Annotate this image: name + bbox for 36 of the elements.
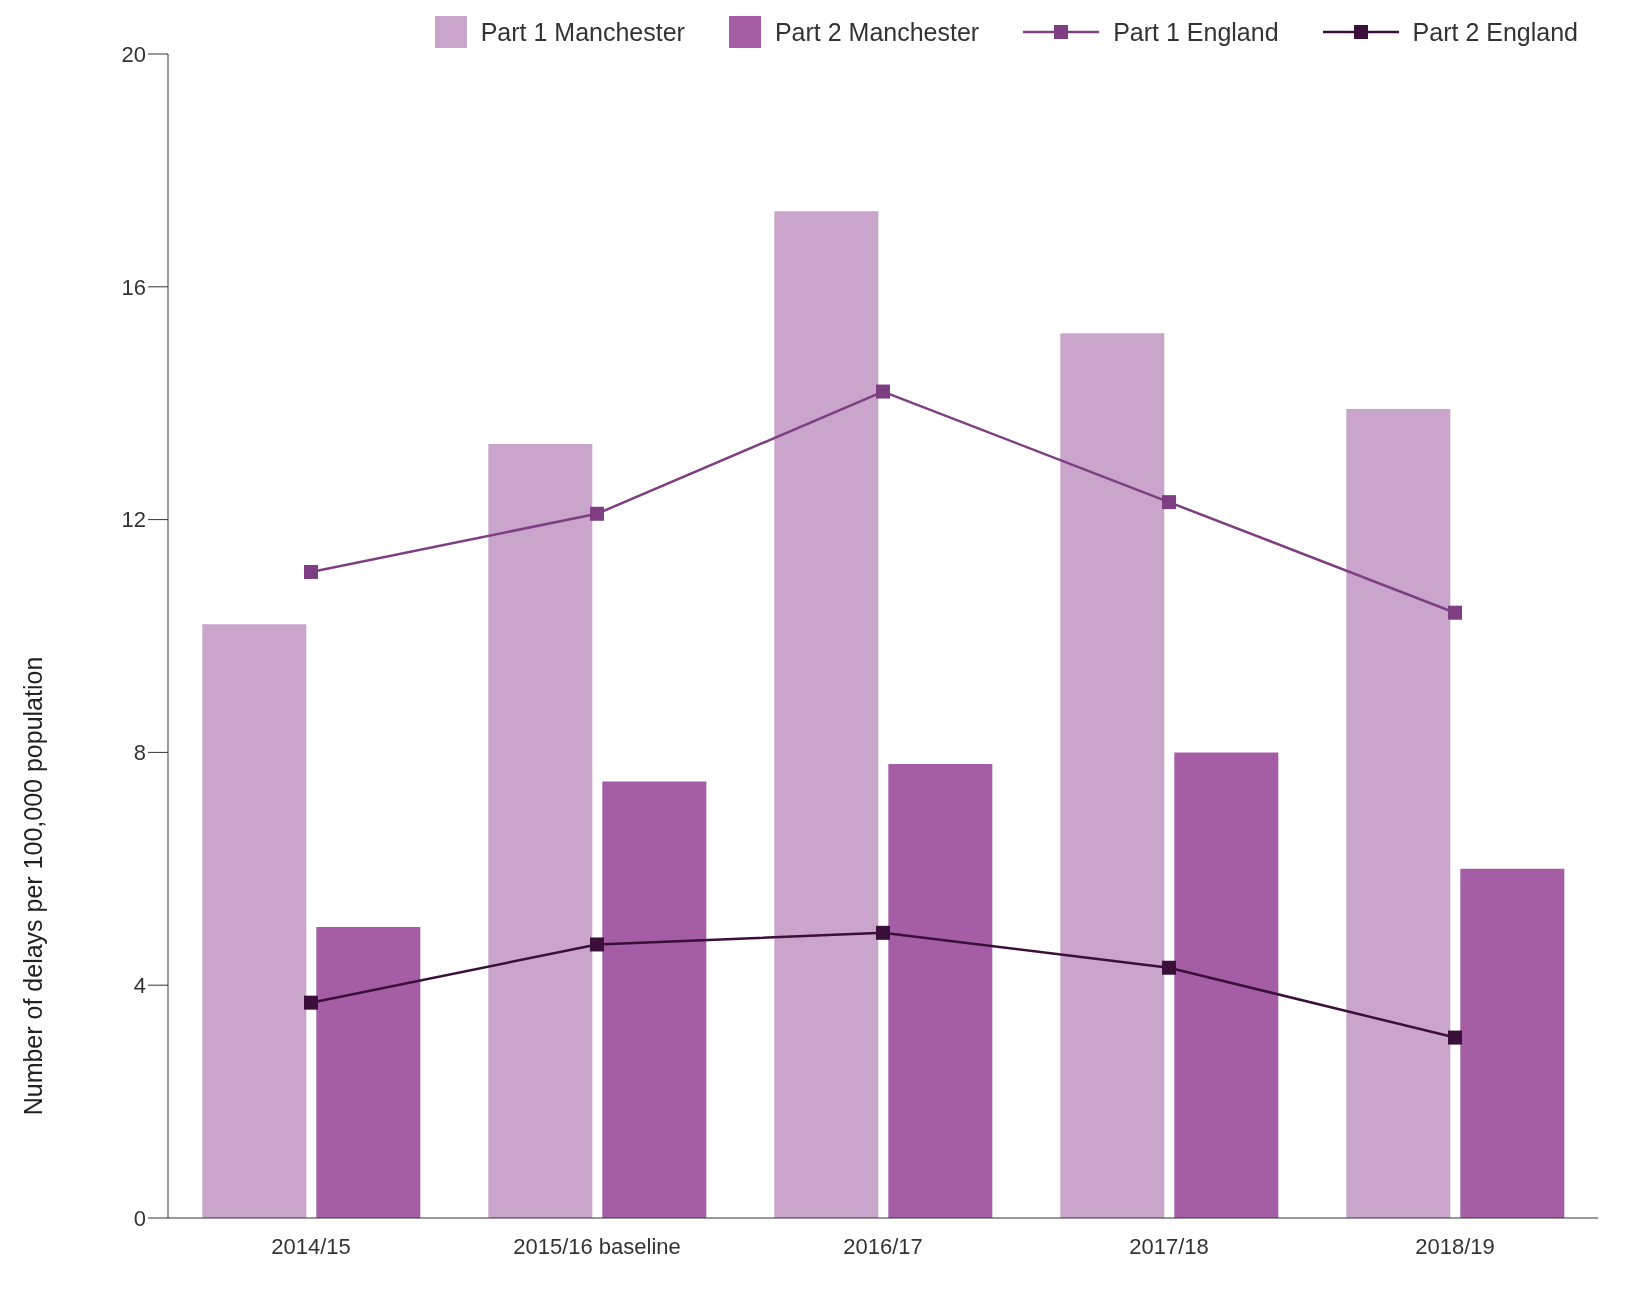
bar xyxy=(488,443,593,1218)
bar xyxy=(888,764,993,1218)
legend-label: Part 1 Manchester xyxy=(480,17,685,47)
x-tick-label: 2015/16 baseline xyxy=(513,1233,681,1259)
bar xyxy=(1060,333,1165,1218)
y-tick-label: 8 xyxy=(133,740,146,766)
legend-label: Part 1 England xyxy=(1113,17,1279,47)
legend-label: Part 2 England xyxy=(1412,17,1578,47)
y-tick-label: 16 xyxy=(121,274,146,300)
y-tick-label: 4 xyxy=(133,973,146,999)
point xyxy=(304,564,318,579)
bar xyxy=(1346,409,1451,1218)
point xyxy=(876,925,890,940)
y-tick-label: 12 xyxy=(121,507,146,533)
legend-label: Part 2 Manchester xyxy=(774,17,980,47)
point xyxy=(1162,495,1176,510)
bar xyxy=(316,927,421,1218)
y-tick-label: 0 xyxy=(133,1205,146,1231)
x-tick-label: 2017/18 xyxy=(1129,1233,1209,1259)
bar xyxy=(602,781,707,1218)
point xyxy=(1448,1030,1462,1045)
bar xyxy=(1460,868,1565,1218)
bar xyxy=(1174,752,1279,1218)
x-tick-label: 2018/19 xyxy=(1415,1233,1495,1259)
bar xyxy=(774,211,879,1218)
point xyxy=(590,937,604,952)
point xyxy=(1448,605,1462,620)
y-axis-title: Number of delays per 100,000 population xyxy=(18,656,47,1116)
y-tick-label: 20 xyxy=(121,41,146,67)
point xyxy=(590,506,604,521)
point xyxy=(876,384,890,399)
x-tick-label: 2014/15 xyxy=(271,1233,351,1259)
point xyxy=(304,995,318,1010)
bar xyxy=(202,624,307,1218)
point xyxy=(1162,960,1176,975)
x-tick-label: 2016/17 xyxy=(843,1233,923,1259)
